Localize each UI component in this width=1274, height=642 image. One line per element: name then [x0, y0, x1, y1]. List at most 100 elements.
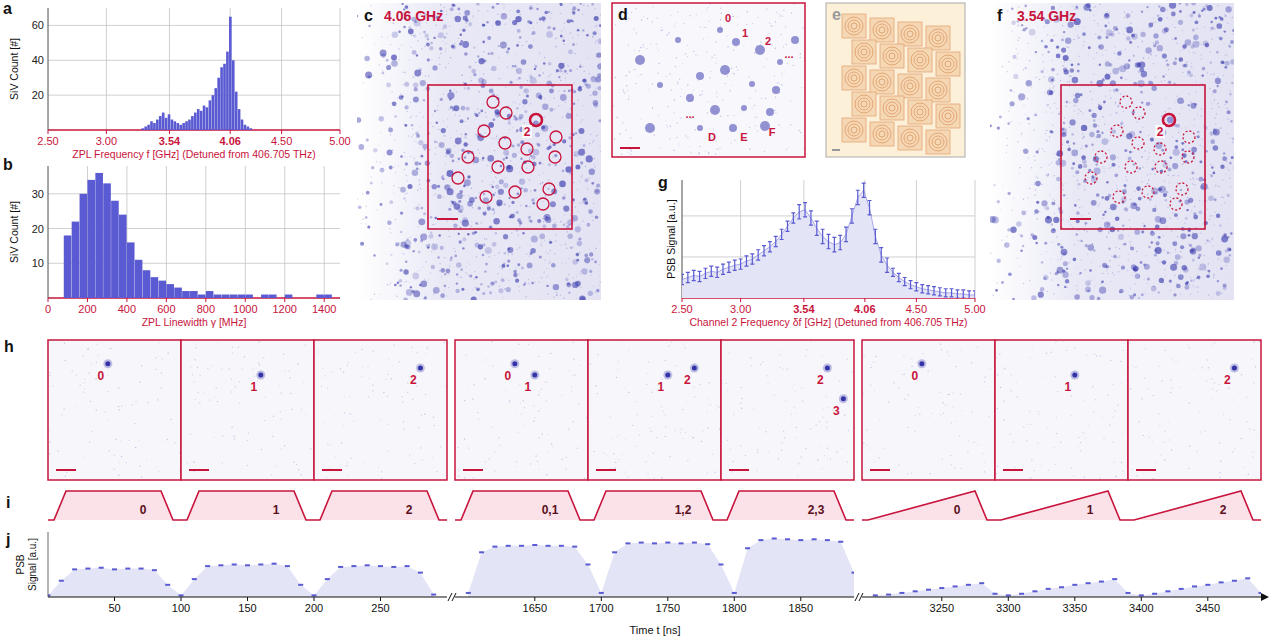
fluorescence-spot	[592, 141, 593, 142]
fluorescence-spot	[543, 21, 544, 22]
fluorescence-spot	[459, 240, 462, 243]
fluorescence-spot	[1192, 233, 1198, 239]
fluorescence-spot	[397, 97, 398, 98]
fluorescence-spot	[471, 69, 476, 74]
fluorescence-spot	[520, 223, 521, 224]
fluorescence-spot	[509, 206, 510, 207]
fluorescence-spot	[421, 281, 428, 288]
fluorescence-spot	[387, 150, 393, 156]
fluorescence-spot	[1039, 79, 1040, 80]
fluorescence-spot	[404, 72, 405, 73]
fluorescence-spot	[518, 234, 519, 235]
fluorescence-spot	[478, 112, 480, 114]
fluorescence-spot	[418, 180, 419, 181]
fluorescence-spot	[431, 162, 432, 163]
fluorescence-spot	[511, 254, 512, 255]
fluorescence-spot	[454, 254, 457, 257]
fluorescence-spot	[403, 269, 408, 274]
fluorescence-spot	[502, 47, 503, 48]
fluorescence-spot	[362, 37, 363, 38]
fluorescence-spot	[450, 205, 451, 206]
error-bar	[727, 262, 731, 272]
fluorescence-spot	[596, 25, 597, 26]
grid-line	[245, 166, 246, 298]
fluorescence-spot	[1066, 140, 1069, 143]
fluorescence-spot	[485, 263, 488, 266]
fluorescence-spot	[458, 38, 459, 39]
fluorescence-spot	[426, 244, 430, 248]
fluorescence-spot	[441, 276, 442, 277]
fluorescence-spot	[1096, 137, 1097, 138]
fluorescence-spot	[1175, 249, 1176, 250]
fluorescence-spot	[516, 129, 519, 132]
fluorescence-spot	[582, 175, 583, 176]
fluorescence-spot	[437, 185, 440, 188]
fluorescence-spot	[542, 182, 543, 183]
fluorescence-spot	[463, 195, 464, 196]
fluorescence-spot	[1156, 170, 1157, 171]
error-bar	[944, 289, 948, 297]
fluorescence-spot	[532, 31, 536, 35]
fluorescence-spot	[518, 273, 519, 274]
fluorescence-spot	[516, 267, 517, 268]
fluorescence-spot	[412, 128, 413, 129]
fluorescence-spot	[581, 268, 587, 274]
grid-line	[281, 8, 282, 130]
fluorescence-spot	[1023, 283, 1024, 284]
fluorescence-spot	[429, 46, 433, 50]
fluorescence-spot	[1010, 89, 1013, 92]
fluorescence-spot	[449, 90, 451, 92]
fluorescence-spot	[463, 142, 467, 146]
fluorescence-spot	[475, 240, 476, 241]
fluorescence-spot	[449, 263, 450, 264]
fluorescence-spot	[358, 205, 362, 209]
fluorescence-spot	[432, 115, 433, 116]
fluorescence-spot	[513, 102, 514, 103]
fluorescence-spot	[416, 116, 417, 117]
fluorescence-spot	[1190, 294, 1191, 295]
fluorescence-spot	[413, 76, 414, 77]
fluorescence-spot	[1202, 67, 1206, 71]
fluorescence-spot	[382, 70, 383, 71]
fluorescence-spot	[509, 269, 510, 270]
error-bar	[815, 221, 819, 235]
fluorescence-spot	[435, 147, 436, 148]
fluorescence-spot	[565, 101, 566, 102]
fluorescence-spot	[430, 273, 431, 274]
fluorescence-spot	[516, 107, 518, 109]
fluorescence-spot	[600, 151, 601, 152]
fluorescence-spot	[519, 14, 520, 15]
fluorescence-spot	[520, 158, 522, 160]
fluorescence-spot	[483, 51, 484, 52]
fluorescence-spot	[587, 58, 588, 59]
histogram-bar	[206, 291, 214, 298]
fluorescence-spot	[406, 175, 407, 176]
fluorescence-spot	[418, 186, 419, 187]
fluorescence-spot	[590, 269, 591, 270]
fluorescence-spot	[1137, 171, 1138, 172]
fluorescence-spot	[1155, 162, 1156, 163]
fluorescence-spot	[425, 34, 429, 38]
fluorescence-spot	[449, 236, 450, 237]
fluorescence-spot	[480, 109, 483, 112]
panel-letter: g	[658, 174, 668, 191]
fluorescence-spot	[1201, 83, 1202, 84]
fluorescence-spot	[427, 58, 430, 61]
fluorescence-spot	[381, 36, 382, 37]
fluorescence-spot	[1074, 244, 1075, 245]
x-tick-label: 800	[197, 303, 215, 315]
fluorescence-spot	[1113, 26, 1118, 31]
fluorescence-spot	[595, 42, 596, 43]
fluorescence-spot	[414, 87, 418, 91]
fluorescence-spot	[548, 163, 551, 166]
fluorescence-spot	[1199, 177, 1204, 182]
fluorescence-spot	[419, 284, 422, 287]
fluorescence-spot	[476, 128, 477, 129]
fluorescence-spot	[471, 221, 472, 222]
fluorescence-spot	[1123, 184, 1126, 187]
fluorescence-spot	[549, 108, 553, 112]
fluorescence-spot	[439, 47, 442, 50]
fluorescence-spot	[407, 180, 408, 181]
fluorescence-spot	[595, 8, 596, 9]
fluorescence-spot	[488, 256, 489, 257]
